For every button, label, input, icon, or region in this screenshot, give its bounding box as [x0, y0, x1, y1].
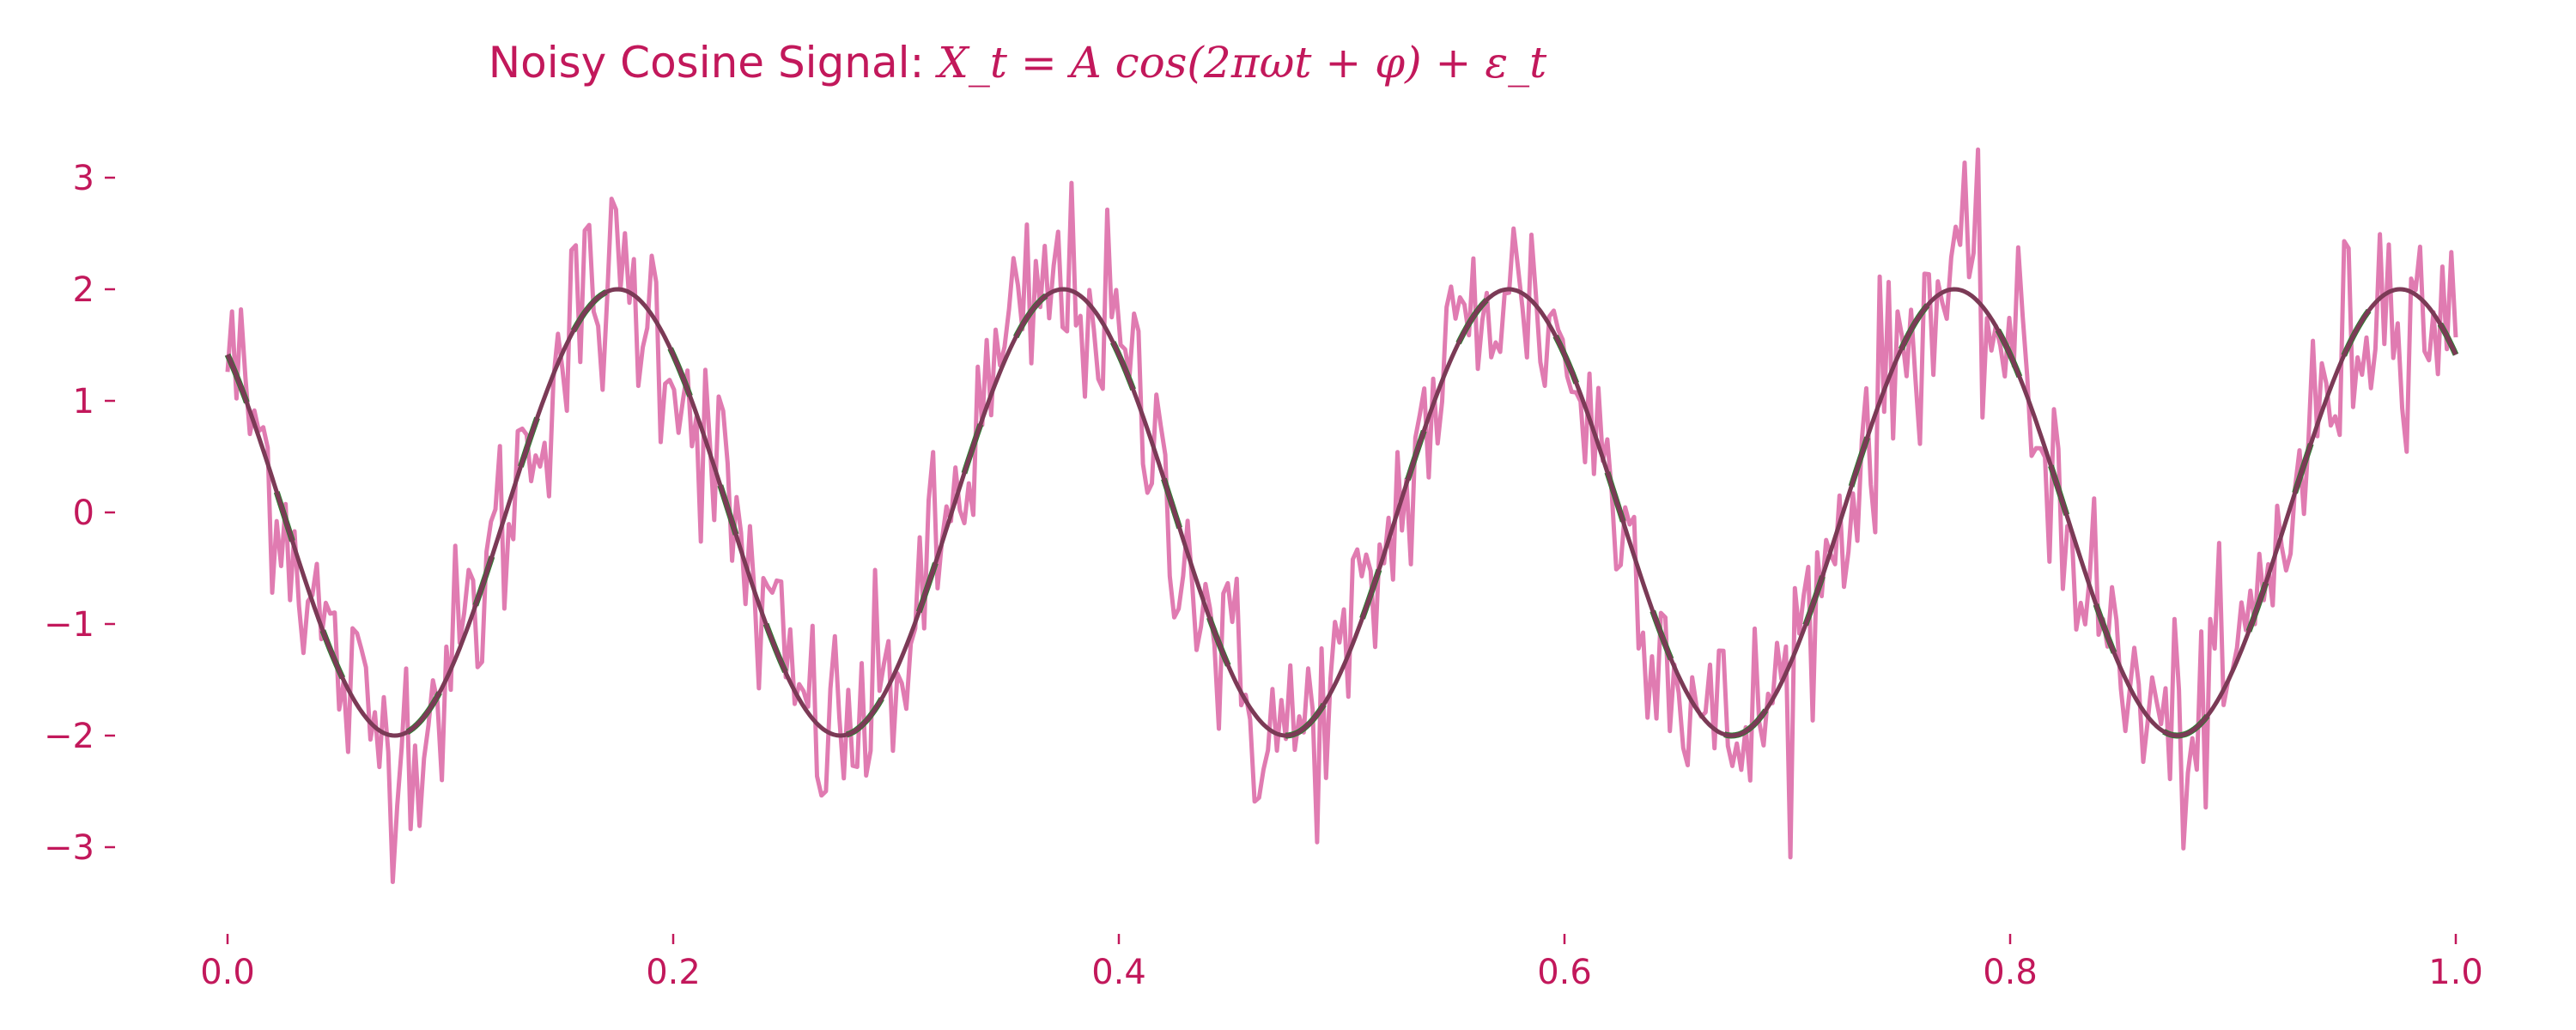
- y-tick-label: 1: [73, 382, 94, 421]
- y-tick-label: −2: [44, 717, 94, 756]
- x-tick-label: 0.4: [1091, 953, 1146, 992]
- x-tick-label: 0.0: [200, 953, 255, 992]
- y-tick-label: 0: [73, 494, 94, 533]
- x-tick-label: 0.2: [646, 953, 701, 992]
- y-tick-label: 2: [73, 270, 94, 310]
- series-group: [224, 147, 2459, 884]
- x-tick-label: 0.6: [1537, 953, 1592, 992]
- chart-title-text: Noisy Cosine Signal:: [489, 38, 939, 88]
- y-tick-label: 3: [73, 159, 94, 198]
- noisy-signal-line: [225, 147, 2458, 884]
- x-tick-label: 0.8: [1983, 953, 2038, 992]
- y-axis: 3 2 1 0 −1 −2 −3: [44, 159, 115, 868]
- x-tick-label: 1.0: [2428, 953, 2483, 992]
- true-signal-line: [225, 287, 2458, 738]
- chart-title-formula: X_t = A cos(2πωt + φ) + ε_t: [934, 38, 1547, 88]
- chart-title: Noisy Cosine Signal: X_t = A cos(2πωt + …: [489, 38, 1547, 88]
- x-axis: 0.0 0.2 0.4 0.6 0.8 1.0: [200, 934, 2483, 992]
- y-tick-label: −3: [44, 828, 94, 868]
- y-tick-label: −1: [44, 605, 94, 645]
